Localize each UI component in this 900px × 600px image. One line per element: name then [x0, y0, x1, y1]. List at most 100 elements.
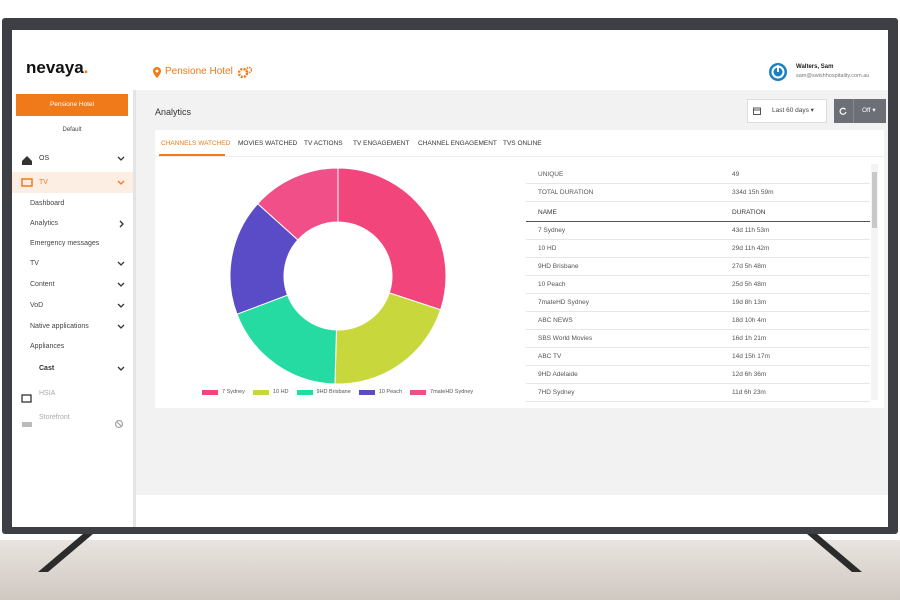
- legend-label: 9HD Brisbane: [316, 389, 351, 395]
- legend-swatch: [252, 389, 269, 395]
- cell: SBS World Movies: [538, 335, 593, 342]
- tab[interactable]: MOVIES WATCHED: [238, 140, 298, 147]
- legend-swatch: [296, 389, 313, 395]
- submenu-item[interactable]: Appliances: [30, 343, 65, 350]
- calendar-icon: [753, 107, 761, 115]
- submenu-item[interactable]: TV: [30, 260, 39, 267]
- user-email: sam@swishhospitality.com.au: [796, 73, 870, 79]
- cell: 19d 8h 13m: [732, 299, 767, 306]
- table-row: 7mateHD Sydney 19d 8h 13m: [526, 294, 870, 312]
- logo-text: nevaya: [26, 58, 84, 77]
- legend-label: 7 Sydney: [222, 389, 245, 395]
- cell: 9HD Brisbane: [538, 263, 579, 270]
- cell: 49: [732, 171, 740, 178]
- user-name[interactable]: Walters, Sam: [796, 64, 834, 70]
- cell: 25d 5h 48m: [732, 281, 767, 288]
- logo-mark: .: [83, 58, 89, 77]
- cell: DURATION: [732, 209, 766, 216]
- sidebar: [12, 90, 136, 527]
- table-row: 7HD Sydney 11d 6h 23m: [526, 384, 870, 402]
- cell: 18d 10h 4m: [732, 317, 767, 324]
- cell: ABC TV: [538, 353, 562, 360]
- cell: 10 Peach: [538, 281, 566, 288]
- user-avatar[interactable]: [768, 62, 788, 82]
- submenu-item[interactable]: Content: [30, 281, 55, 288]
- date-range-label[interactable]: Last 60 days ▾: [772, 107, 814, 114]
- active-tab-underline: [159, 154, 225, 156]
- menu-item[interactable]: OS: [39, 155, 50, 162]
- cell: 29d 11h 42m: [732, 245, 770, 252]
- table-row: ABC TV 14d 15h 17m: [526, 348, 870, 366]
- menu-item: HSIA: [39, 390, 56, 397]
- donut-segment: [257, 167, 339, 241]
- submenu-item[interactable]: VoD: [30, 302, 44, 309]
- table-row: 9HD Brisbane 27d 5h 48m: [526, 258, 870, 276]
- table-header: NAME DURATION: [526, 204, 870, 222]
- cell: 7 Sydney: [538, 227, 566, 234]
- legend-item: 7mateHD Sydney: [410, 389, 473, 395]
- summary-row: UNIQUE 49: [526, 166, 870, 184]
- cell: 10 HD: [538, 245, 557, 252]
- tab[interactable]: TV ENGAGEMENT: [353, 140, 410, 147]
- cell: 7mateHD Sydney: [538, 299, 589, 306]
- cell: 14d 15h 17m: [732, 353, 770, 360]
- tab-border: [155, 156, 884, 157]
- submenu-item[interactable]: Emergency messages: [30, 240, 100, 247]
- legend-swatch: [410, 389, 427, 395]
- refresh-label[interactable]: Off ▾: [862, 107, 876, 114]
- refresh-icon: [839, 107, 847, 115]
- pin-icon: [153, 67, 161, 78]
- screen: nevaya. Pensione Hotel Walters, Sam sam@…: [12, 30, 888, 527]
- legend: 7 Sydney 10 HD 9HD Brisbane 10 Peach 7mateHD…: [202, 389, 473, 395]
- legend-item: 10 HD: [252, 389, 289, 395]
- menu-item[interactable]: TV: [39, 179, 48, 186]
- table-row: 9HD Adelaide 12d 6h 36m: [526, 366, 870, 384]
- table-row: ABC NEWS 18d 10h 4m: [526, 312, 870, 330]
- legend-label: 10 Peach: [378, 389, 403, 395]
- menu-item[interactable]: Cast: [39, 365, 55, 372]
- table-row: 7 Sydney 43d 11h 53m: [526, 222, 870, 240]
- sidebar-icons: [21, 156, 125, 429]
- cell: TOTAL DURATION: [538, 189, 594, 196]
- floor: [0, 540, 900, 600]
- tab[interactable]: TV ACTIONS: [304, 140, 343, 147]
- scrollbar-thumb[interactable]: [872, 172, 877, 228]
- logo: nevaya.: [26, 58, 88, 78]
- default-link[interactable]: Default: [62, 127, 82, 133]
- table-row: SBS World Movies 16d 1h 21m: [526, 330, 870, 348]
- cell: 27d 5h 48m: [732, 263, 767, 270]
- submenu-item[interactable]: Analytics: [30, 220, 59, 227]
- active-menu-bg: [12, 172, 133, 193]
- legend-item: 10 Peach: [358, 389, 403, 395]
- donut-segment: [337, 167, 447, 311]
- cell: NAME: [538, 209, 557, 216]
- refresh-toggle[interactable]: [834, 99, 886, 123]
- settings-icon[interactable]: [238, 66, 252, 78]
- property-button[interactable]: [16, 94, 128, 116]
- cell: 12d 6h 36m: [732, 371, 767, 378]
- legend-item: 7 Sydney: [202, 389, 245, 395]
- menu-item: Storefront: [39, 414, 70, 421]
- property-name[interactable]: Pensione Hotel: [165, 66, 233, 77]
- tab[interactable]: TVS ONLINE: [503, 140, 542, 147]
- divider: [853, 99, 854, 123]
- cell: ABC NEWS: [538, 317, 573, 324]
- cell: 16d 1h 21m: [732, 335, 767, 342]
- cell: 9HD Adelaide: [538, 371, 578, 378]
- donut-segment: [334, 292, 442, 385]
- legend-label: 10 HD: [272, 389, 289, 395]
- cell: 7HD Sydney: [538, 389, 575, 396]
- tab[interactable]: CHANNEL ENGAGEMENT: [418, 140, 497, 147]
- legend-label: 7mateHD Sydney: [430, 389, 474, 395]
- legend-swatch: [358, 389, 375, 395]
- scrollbar[interactable]: [871, 164, 878, 400]
- legend-item: 9HD Brisbane: [296, 389, 351, 395]
- page-title: Analytics: [155, 107, 192, 117]
- cell: UNIQUE: [538, 171, 564, 178]
- submenu-item[interactable]: Dashboard: [30, 200, 65, 207]
- cell: 43d 11h 53m: [732, 227, 770, 234]
- tab[interactable]: CHANNELS WATCHED: [161, 140, 231, 147]
- property-button-label[interactable]: Pensione Hotel: [49, 101, 95, 108]
- submenu-item[interactable]: Native applications: [30, 323, 89, 330]
